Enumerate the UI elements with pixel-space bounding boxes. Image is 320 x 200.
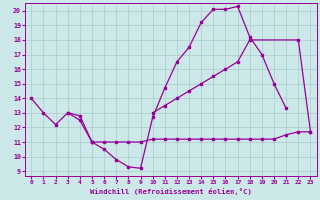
X-axis label: Windchill (Refroidissement éolien,°C): Windchill (Refroidissement éolien,°C) xyxy=(90,188,252,195)
